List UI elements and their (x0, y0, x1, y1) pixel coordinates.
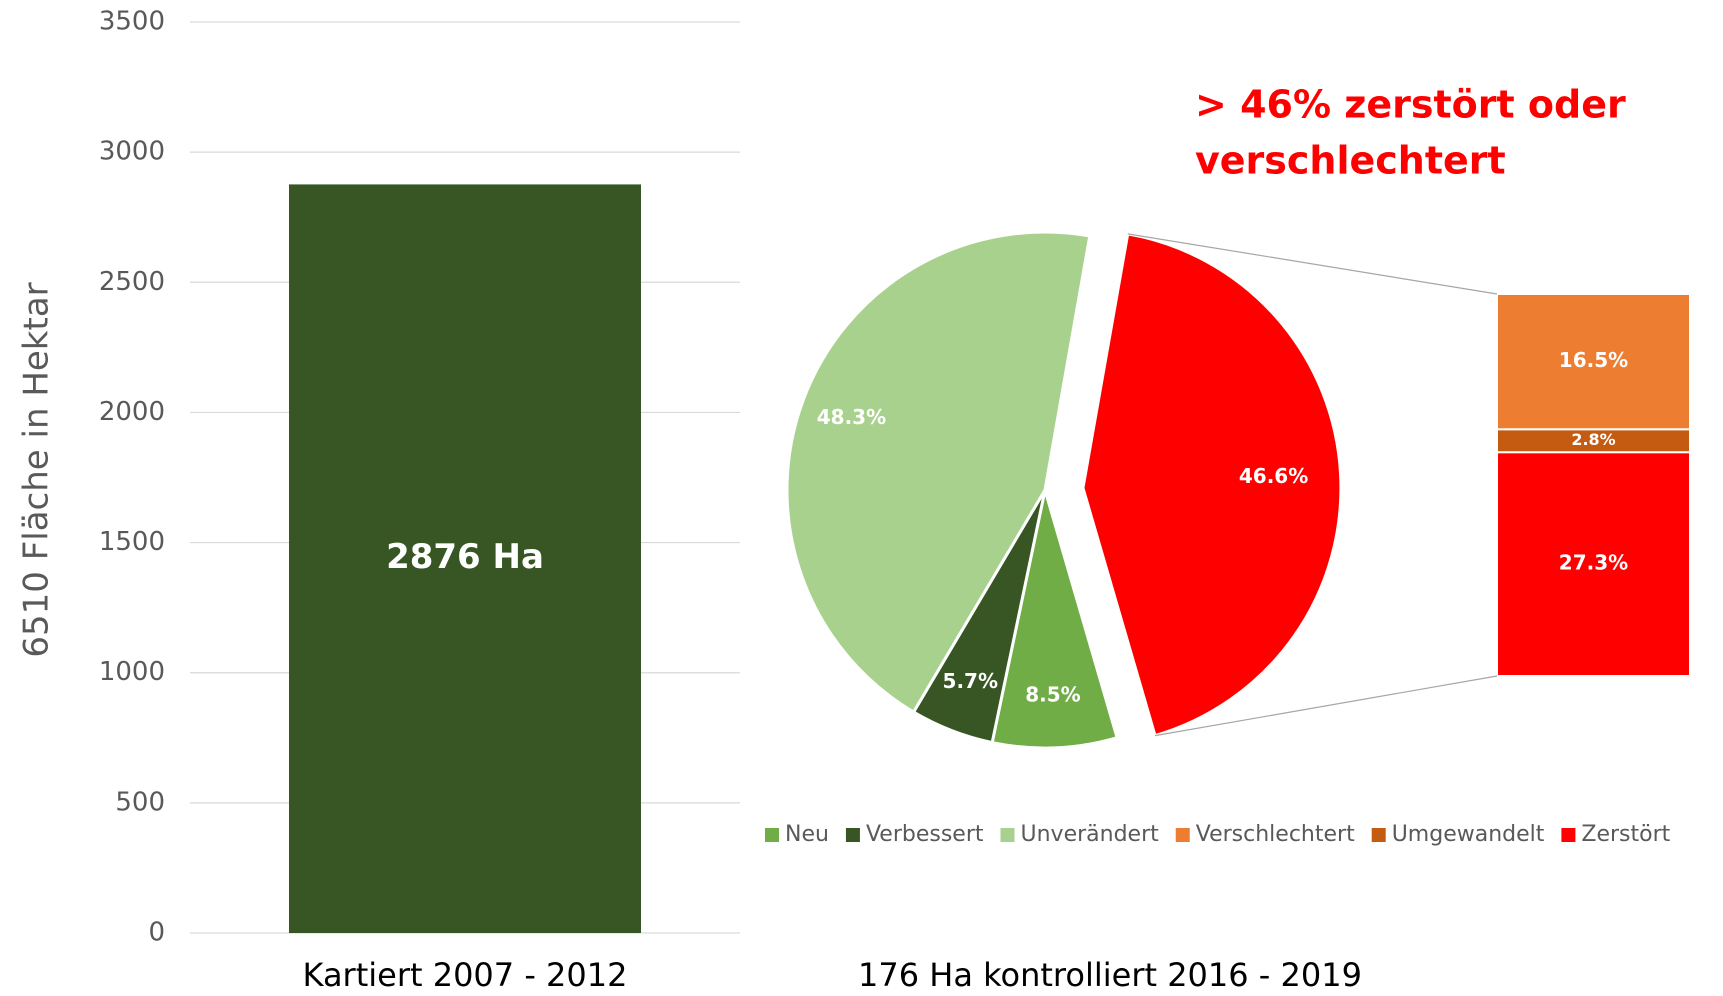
annotation: verschlechtert (1195, 139, 1506, 183)
y-axis-label: 6510 Fläche in Hektar (17, 282, 57, 657)
y-tick-label: 2000 (99, 397, 165, 427)
legend-marker (765, 828, 779, 842)
breakdown-segment (1496, 451, 1691, 677)
legend-marker (1175, 828, 1190, 842)
x-tick-label: Kartiert 2007 - 2012 (303, 956, 628, 994)
connector (1154, 675, 1498, 737)
legend-marker (1561, 828, 1576, 842)
legend-marker (1000, 828, 1015, 842)
slice-label: 5.7% (943, 669, 998, 693)
x-axis-label: 176 Ha kontrolliert 2016 - 2019 (858, 956, 1362, 994)
breakdown-segment (1496, 293, 1691, 431)
y-tick-label: 0 (148, 918, 165, 948)
segment-label: 2.8% (1571, 430, 1615, 449)
y-tick-label: 3500 (99, 7, 165, 37)
slice-label: 48.3% (817, 405, 886, 429)
y-tick-label: 1500 (99, 527, 165, 557)
y-tick-label: 500 (115, 787, 165, 817)
legend-label: Umgewandelt (1392, 822, 1545, 847)
legend-label: Unverändert (1021, 822, 1160, 847)
annotation: > 46% zerstört oder (1195, 83, 1626, 127)
connector (1127, 233, 1498, 295)
legend-marker (845, 828, 860, 842)
segment-label: 27.3% (1559, 551, 1628, 575)
segment-label: 16.5% (1559, 348, 1628, 372)
y-tick-label: 2500 (99, 267, 165, 297)
legend-marker (1371, 828, 1386, 842)
y-tick-label: 1000 (99, 657, 165, 687)
bar-value-label: 2876 Ha (386, 537, 544, 577)
pie-slice (785, 230, 1092, 715)
slice-label: 46.6% (1239, 464, 1308, 488)
legend-label: Zerstört (1581, 822, 1670, 847)
legend-label: Verschlechtert (1196, 822, 1355, 847)
y-tick-label: 3000 (99, 137, 165, 167)
legend-label: Neu (785, 822, 829, 847)
pie-slice (1081, 232, 1343, 738)
slice-label: 8.5% (1025, 683, 1080, 707)
legend-label: Verbessert (866, 822, 984, 847)
pie-slice (990, 489, 1119, 750)
bar (289, 184, 641, 934)
